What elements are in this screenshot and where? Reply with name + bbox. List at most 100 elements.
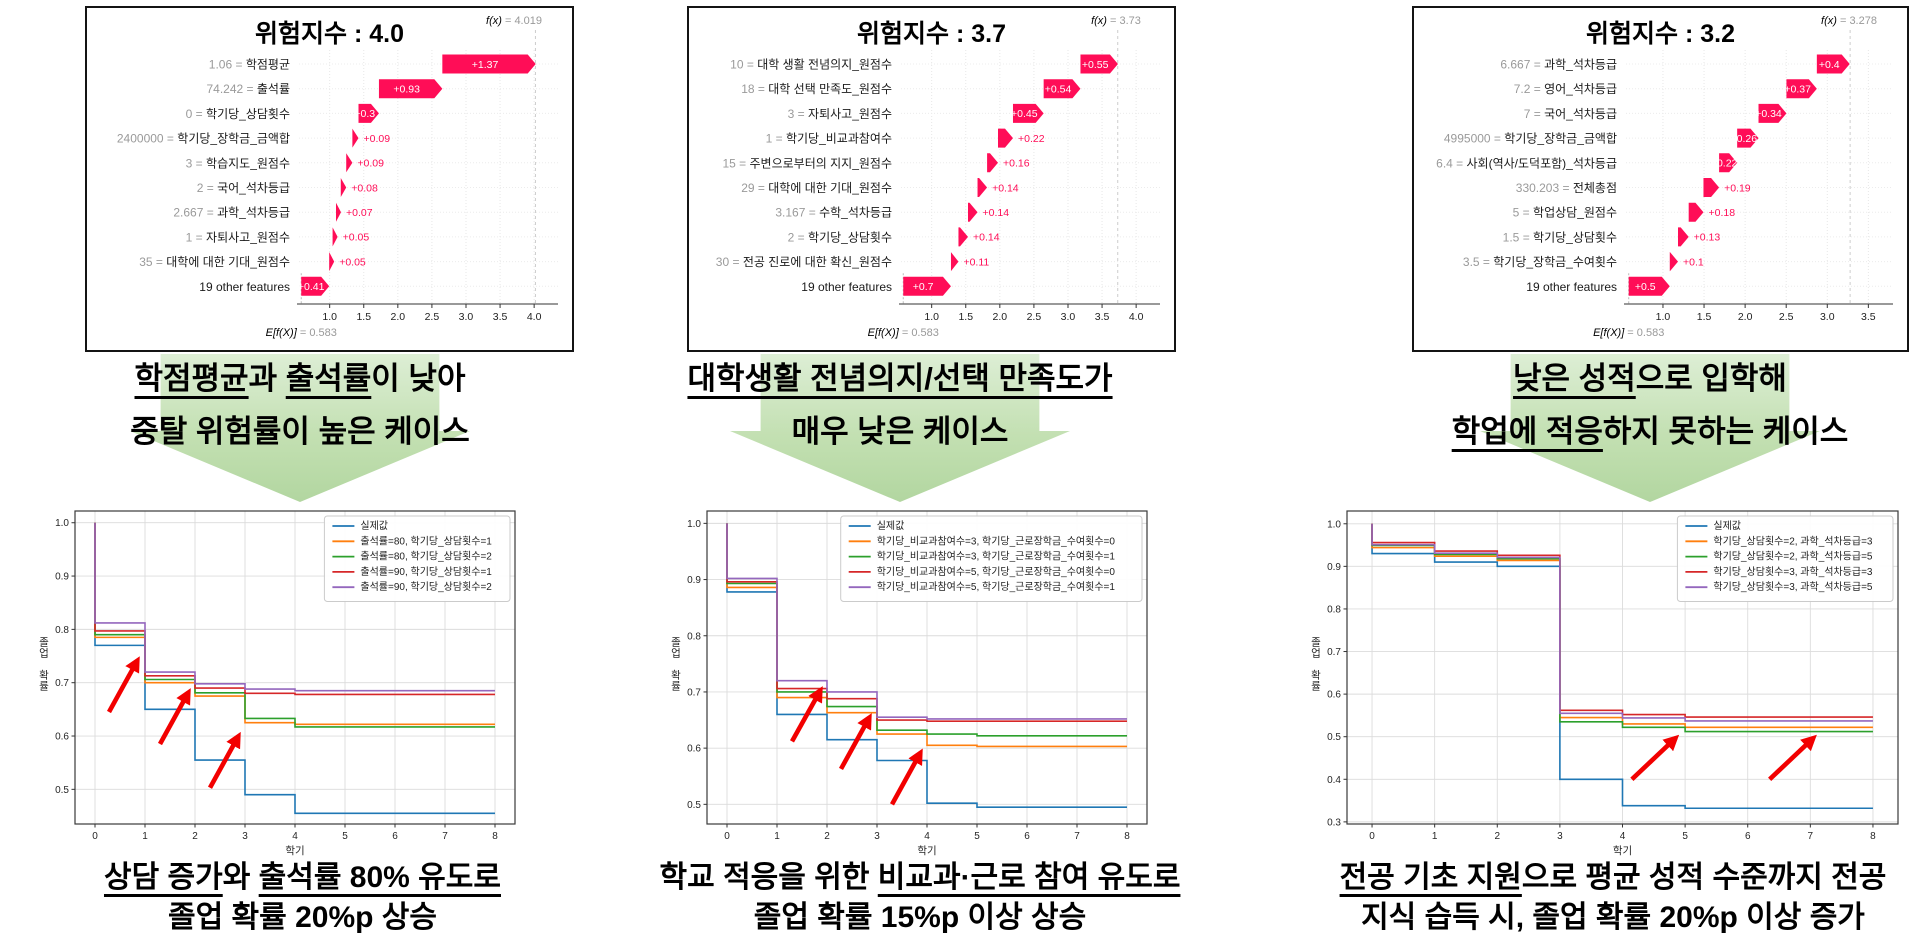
shap-value-label: +0.11 xyxy=(963,256,989,268)
axis-tick-label: 1.5 xyxy=(1697,311,1712,323)
feature-label: 1 = 학기당_비교과참여수 xyxy=(766,132,892,146)
intervention-caption-3: 전공 기초 지원으로 평균 성적 수준까지 전공 지식 습득 시, 졸업 확률 … xyxy=(1308,858,1918,938)
text-run: 졸업 확률 20%p 상승 xyxy=(168,901,437,934)
y-tick-label: 0.6 xyxy=(55,732,69,743)
case-3-text: 낮은 성적으로 입학해 학업에 적응하지 못하는 케이스 xyxy=(1385,352,1915,458)
x-tick-label: 6 xyxy=(392,831,398,842)
shap-value-label: +0.22 xyxy=(1711,158,1738,170)
shap-value-label: +0.54 xyxy=(1045,84,1072,96)
shap-bar xyxy=(1012,103,1044,123)
case-description-line: 대학생활 전념의지/선택 만족도가 xyxy=(640,352,1160,405)
y-tick-label: 0.7 xyxy=(687,687,701,698)
text-run: 낮은 성적 xyxy=(1513,361,1636,396)
x-tick-label: 5 xyxy=(342,831,348,842)
feature-label: 30 = 전공 진로에 대한 확신_원점수 xyxy=(716,255,892,269)
axis-tick-label: 1.5 xyxy=(958,311,973,323)
legend-label: 학기당_상담횟수=2, 과학_석차등급=3 xyxy=(1713,535,1873,547)
shap-bar xyxy=(1678,227,1689,247)
feature-label: 330.203 = 전체총점 xyxy=(1516,181,1617,195)
feature-label: 6.4 = 사회(역사/도덕포함)_석차등급 xyxy=(1436,156,1617,170)
shap-value-label: +0.08 xyxy=(351,182,378,194)
caption-line: 전공 기초 지원으로 평균 성적 수준까지 전공 xyxy=(1308,858,1918,898)
axis-tick-label: 3.5 xyxy=(1861,311,1876,323)
axis-tick-label: 2.0 xyxy=(1738,311,1753,323)
feature-label: 74.242 = 출석률 xyxy=(206,82,290,96)
shap-value-label: +0.34 xyxy=(1755,108,1782,120)
axis-tick-label: 3.0 xyxy=(1820,311,1835,323)
feature-label: 10 = 대학 생활 전념의지_원점수 xyxy=(730,58,892,72)
shap-value-label: +0.14 xyxy=(983,207,1010,219)
shap-waterfall-panel-2: 위험지수 : 3.7 f(x) = 3.73 10 = 대학 생활 전념의지_원점수… xyxy=(687,6,1176,352)
ef-annotation: E[f(X)] = 0.583 xyxy=(1593,327,1664,339)
probability-line-chart-2: 0 1 2 3 4 5 6 7 8 0.5 0.6 0.7 0.8 0.9 1.0 졸 업 확 률 학기 실제값 학기당… xyxy=(660,503,1157,861)
case-description-line: 학업에 적응하지 못하는 케이스 xyxy=(1385,405,1915,458)
graduation-probability-chart-3: 0 1 2 3 4 5 6 7 80.30.40.50.60.70.80.91.0졸 업 확 률학기… xyxy=(1311,510,1899,857)
trend-arrow xyxy=(1768,734,1817,781)
axis-tick-label: 2.5 xyxy=(1779,311,1794,323)
shap-bar xyxy=(1786,79,1817,99)
y-tick-label: 0.8 xyxy=(687,631,701,642)
feature-label: 1.5 = 학기당_상담횟수 xyxy=(1503,230,1617,244)
shap-value-label: +0.41 xyxy=(298,281,325,293)
shap-bar xyxy=(346,153,353,173)
legend-label: 출석률=80, 학기당_상담횟수=1 xyxy=(360,535,492,547)
axis-tick-label: 3.5 xyxy=(493,311,508,323)
x-tick-label: 1 xyxy=(1432,831,1438,842)
intervention-caption-2: 학교 적응을 위한 비교과·근로 참여 유도로 졸업 확률 15%p 이상 상승 xyxy=(620,858,1220,938)
x-tick-label: 3 xyxy=(242,831,248,842)
feature-label: 18 = 대학 선택 만족도_원점수 xyxy=(741,82,892,96)
feature-label: 3.5 = 학기당_장학금_수여횟수 xyxy=(1463,255,1617,269)
shap-bar xyxy=(1669,252,1679,272)
shap-value-label: +0.4 xyxy=(1819,59,1840,71)
legend-label: 학기당_상담횟수=3, 과학_석차등급=3 xyxy=(1713,566,1873,578)
x-axis-label: 학기 xyxy=(1613,845,1632,857)
shap-bar xyxy=(301,276,330,296)
x-tick-label: 1 xyxy=(774,831,780,842)
shap-bar xyxy=(1758,103,1787,123)
y-tick-label: 0.9 xyxy=(55,572,69,583)
y-tick-label: 0.3 xyxy=(1327,817,1341,828)
probability-line-chart-3: 0 1 2 3 4 5 6 7 8 0.3 0.4 0.5 0.6 0.7 0.8 0.9 1.0 졸 업 확 률 학기… xyxy=(1300,503,1908,861)
legend-label: 학기당_상담횟수=3, 과학_석차등급=5 xyxy=(1713,581,1873,593)
intervention-caption-1: 상담 증가와 출석률 80% 유도로 졸업 확률 20%p 상승 xyxy=(30,858,575,938)
x-tick-label: 5 xyxy=(974,831,980,842)
axis-tick-label: 3.0 xyxy=(1061,311,1076,323)
text-run: 으로 입학해 xyxy=(1635,361,1787,396)
text-run: 전공 기초 지원 xyxy=(1339,861,1522,894)
legend-label: 학기당_비교과참여수=5, 학기당_근로장학금_수여횟수=1 xyxy=(877,581,1116,593)
shap-bar xyxy=(1628,276,1670,296)
shap-value-label: +0.13 xyxy=(1694,232,1721,244)
ef-annotation: E[f(X)] = 0.583 xyxy=(868,327,939,339)
shap-bar xyxy=(987,153,998,173)
feature-label: 2.667 = 과학_석차등급 xyxy=(173,206,290,220)
text-run: 학교 적응을 위한 xyxy=(659,861,878,894)
shap-bar xyxy=(1080,54,1118,74)
x-tick-label: 5 xyxy=(1682,831,1688,842)
shap-waterfall-panel-3: 위험지수 : 3.2 f(x) = 3.278 6.667 = 과학_석차등급 +0.… xyxy=(1412,6,1909,352)
feature-label: 2 = 학기당_상담횟수 xyxy=(788,230,892,244)
axis-tick-label: 4.0 xyxy=(1129,311,1144,323)
x-tick-label: 0 xyxy=(724,831,730,842)
shap-bar xyxy=(1719,153,1738,173)
shap-value-label: +0.1 xyxy=(1683,256,1704,268)
trend-arrow xyxy=(1630,734,1680,781)
shap-bar xyxy=(1737,128,1759,148)
text-run: 으로 평균 성적 수준까지 전공 xyxy=(1521,861,1887,894)
axis-tick-label: 1.0 xyxy=(924,311,939,323)
shap-bar xyxy=(903,276,951,296)
series-line xyxy=(1371,523,1873,722)
x-tick-label: 4 xyxy=(1620,831,1626,842)
axis-tick-label: 2.5 xyxy=(425,311,440,323)
legend-label: 학기당_비교과참여수=5, 학기당_근로장학금_수여횟수=0 xyxy=(877,566,1116,578)
case-description-line: 낮은 성적으로 입학해 xyxy=(1385,352,1915,405)
x-tick-label: 1 xyxy=(142,831,148,842)
shap-value-label: +0.3 xyxy=(354,108,375,120)
feature-label: 3 = 학습지도_원점수 xyxy=(186,156,290,170)
series-line xyxy=(726,523,1127,720)
shap-bar xyxy=(340,178,347,197)
shap-bar xyxy=(336,202,342,222)
y-tick-label: 0.9 xyxy=(687,575,701,586)
text-run: 지식 습득 시, 졸업 확률 20%p 이상 증가 xyxy=(1361,901,1865,934)
